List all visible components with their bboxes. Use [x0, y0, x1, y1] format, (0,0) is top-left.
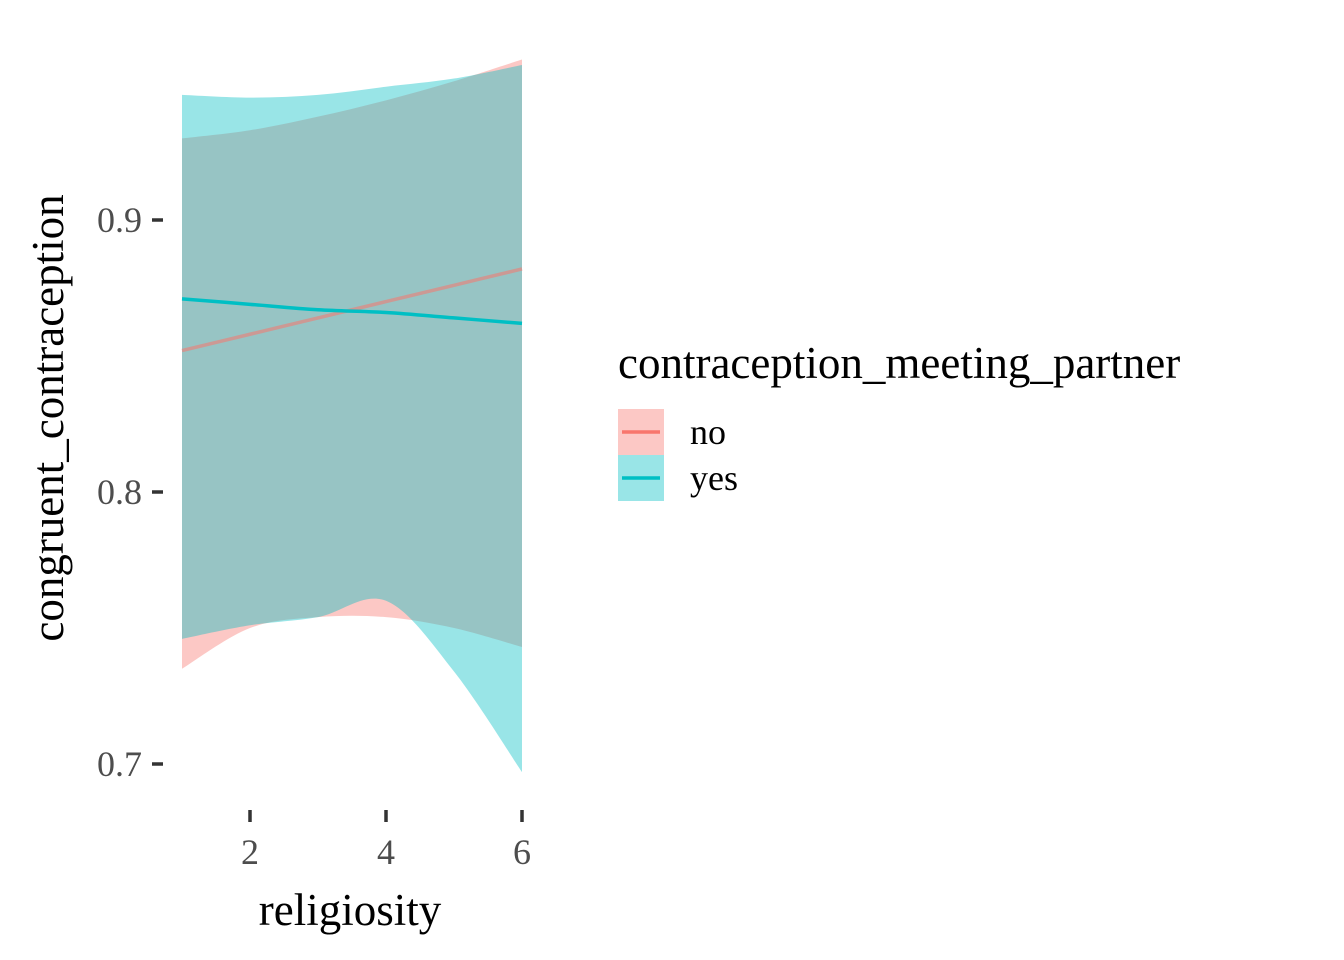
- y-axis: 0.7 0.8 0.9: [97, 200, 163, 784]
- line-yes: [181, 297, 523, 326]
- x-tick-label: 2: [241, 832, 259, 872]
- x-axis: 2 4 6: [241, 810, 531, 872]
- legend-label-yes: yes: [690, 458, 738, 498]
- legend-title: contraception_meeting_partner: [618, 338, 1180, 388]
- confidence-bands: [182, 59, 522, 773]
- legend: contraception_meeting_partner no yes: [618, 338, 1180, 501]
- x-axis-title: religiosity: [259, 885, 442, 935]
- y-tick-label: 0.9: [97, 200, 142, 240]
- y-axis-title: congruent_contraception: [23, 194, 73, 641]
- x-tick-label: 6: [513, 832, 531, 872]
- legend-label-no: no: [690, 412, 726, 452]
- band-yes: [182, 64, 522, 773]
- series-lines: [181, 267, 523, 353]
- band-no: [182, 59, 522, 669]
- y-tick-label: 0.8: [97, 472, 142, 512]
- legend-items: no yes: [618, 409, 738, 501]
- x-tick-label: 4: [377, 832, 395, 872]
- y-tick-label: 0.7: [97, 744, 142, 784]
